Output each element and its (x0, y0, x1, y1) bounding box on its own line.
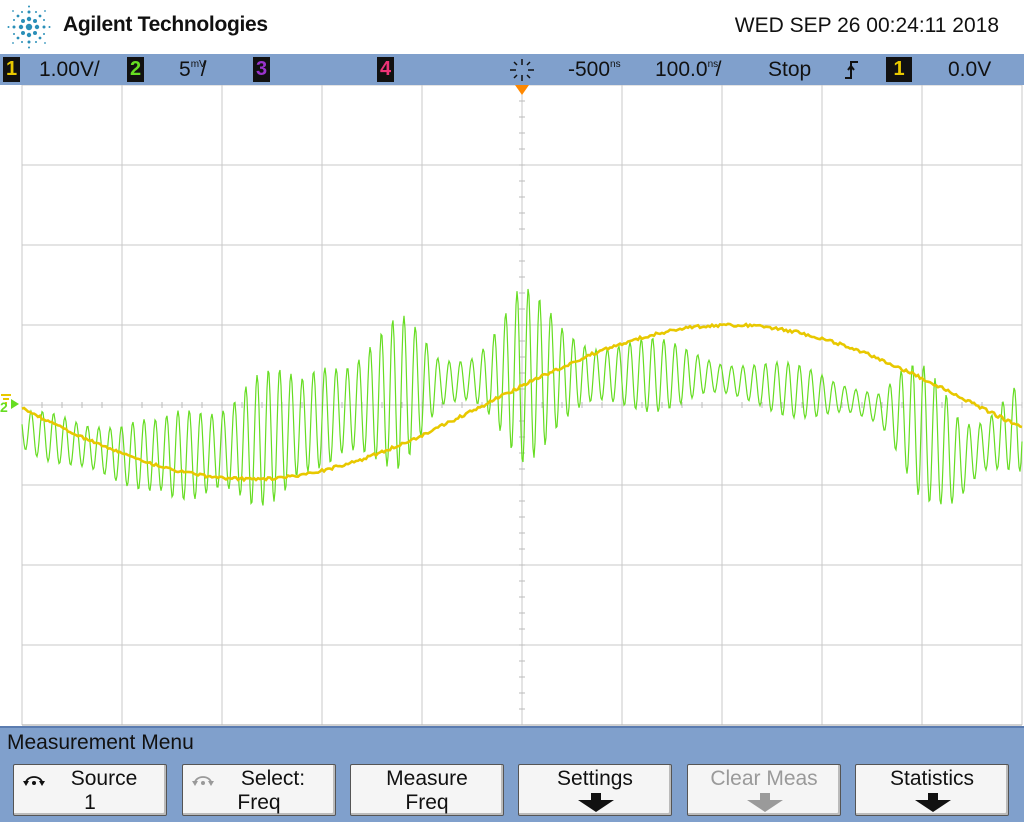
status-bar: 1 1.00V/ 2 5mV/ 3 4 -500ns 100.0ns/ Stop… (0, 54, 1024, 85)
channel-3-badge[interactable]: 3 (253, 57, 270, 82)
select-softkey-label: Select: (183, 767, 335, 791)
delay-unit: ns (610, 60, 618, 69)
trigger-position-marker (515, 85, 529, 95)
source-softkey-label: Source (14, 767, 166, 791)
date-time: WED SEP 26 00:24:11 2018 (735, 14, 999, 38)
timebase-scale: 100.0ns/ (655, 58, 721, 82)
channel-2-ground-marker: 2 (0, 399, 8, 415)
clear-meas-softkey[interactable]: Clear Meas (687, 764, 841, 816)
select-softkey[interactable]: Select: Freq (182, 764, 336, 816)
channel-4-badge[interactable]: 4 (377, 57, 394, 82)
agilent-spark-logo (6, 4, 52, 50)
delay-value: -500 (568, 58, 610, 81)
timebase-suffix: / (716, 58, 722, 81)
title-bar: Agilent Technologies WED SEP 26 00:24:11… (0, 0, 1024, 54)
channel-2-scale-unit: mV (191, 60, 201, 69)
trigger-level: 0.0V (948, 58, 991, 82)
select-softkey-value: Freq (183, 791, 335, 815)
settings-softkey-label: Settings (519, 767, 671, 791)
brand-name: Agilent Technologies (63, 13, 268, 37)
channel-2-ground-arrow (11, 399, 19, 409)
channel-1-badge[interactable]: 1 (3, 57, 20, 82)
horizontal-delay-icon (507, 57, 537, 83)
timebase-unit: ns (708, 60, 716, 69)
channel-2-badge[interactable]: 2 (127, 57, 144, 82)
graticule-grid (22, 85, 1022, 725)
submenu-arrow-icon (915, 793, 951, 813)
trigger-source-badge[interactable]: 1 (886, 57, 912, 82)
settings-softkey[interactable]: Settings (518, 764, 672, 816)
source-softkey-value: 1 (14, 791, 166, 815)
measure-softkey-value: Freq (351, 791, 503, 815)
channel-2-scale-suffix: / (201, 58, 207, 81)
channel-2-scale-value: 5 (179, 58, 191, 81)
menu-title: Measurement Menu (7, 731, 194, 755)
submenu-arrow-icon (578, 793, 614, 813)
source-softkey[interactable]: Source 1 (13, 764, 167, 816)
waveform-display[interactable]: 2 (0, 85, 1024, 726)
submenu-arrow-icon (747, 793, 783, 813)
clear-meas-softkey-label: Clear Meas (688, 767, 840, 791)
statistics-softkey[interactable]: Statistics (855, 764, 1009, 816)
horizontal-delay: -500ns (568, 58, 618, 82)
run-state: Stop (768, 58, 811, 82)
menu-title-bar: Measurement Menu (0, 726, 1024, 756)
softkey-bar: Source 1 Select: Freq Measure Freq Setti… (0, 756, 1024, 822)
channel-2-scale: 5mV/ (179, 58, 207, 82)
rising-edge-trigger-icon (843, 59, 861, 81)
timebase-value: 100.0 (655, 58, 708, 81)
statistics-softkey-label: Statistics (856, 767, 1008, 791)
measure-softkey[interactable]: Measure Freq (350, 764, 504, 816)
measure-softkey-label: Measure (351, 767, 503, 791)
channel-1-scale: 1.00V/ (39, 58, 100, 82)
